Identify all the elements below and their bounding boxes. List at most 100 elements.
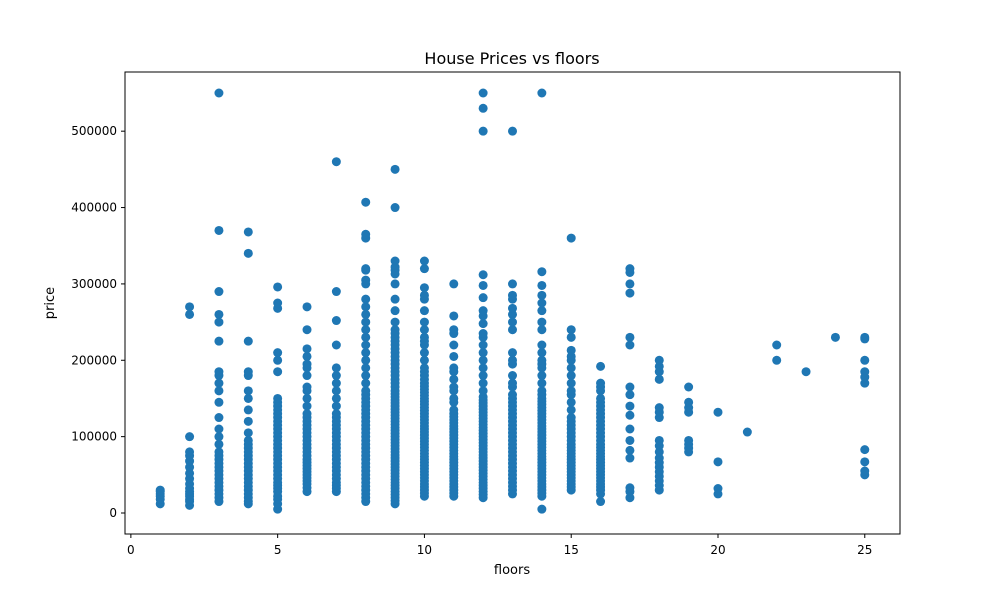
scatter-point: [625, 424, 635, 434]
scatter-point: [361, 332, 371, 342]
scatter-point: [625, 445, 635, 455]
scatter-points: [155, 88, 870, 514]
scatter-point: [302, 344, 312, 354]
scatter-point: [419, 306, 429, 316]
scatter-point: [566, 233, 576, 243]
scatter-point: [625, 483, 635, 493]
scatter-point: [243, 435, 253, 445]
scatter-point: [331, 157, 341, 167]
scatter-point: [331, 371, 341, 381]
scatter-point: [243, 367, 253, 377]
scatter-point: [478, 270, 488, 280]
scatter-point: [478, 386, 488, 396]
scatter-point: [449, 340, 459, 350]
y-tick-label: 400000: [71, 201, 117, 215]
scatter-point: [537, 386, 547, 396]
scatter-point: [449, 393, 459, 403]
scatter-point: [860, 367, 870, 377]
scatter-point: [419, 256, 429, 266]
scatter-point: [625, 340, 635, 350]
x-tick-label: 0: [127, 543, 135, 557]
scatter-point: [273, 282, 283, 292]
scatter-point: [273, 355, 283, 365]
scatter-point: [860, 355, 870, 365]
scatter-point: [419, 332, 429, 342]
scatter-point: [449, 325, 459, 335]
scatter-point: [537, 348, 547, 358]
scatter-point: [390, 294, 400, 304]
y-axis-label: price: [43, 287, 58, 319]
scatter-point: [508, 355, 517, 365]
scatter-point: [684, 435, 694, 445]
scatter-point: [214, 439, 224, 449]
y-tick-label: 0: [109, 506, 117, 520]
scatter-point: [331, 409, 341, 419]
scatter-point: [361, 355, 371, 365]
scatter-point: [214, 447, 224, 457]
scatter-point: [214, 432, 224, 442]
scatter-point: [713, 407, 723, 417]
scatter-point: [243, 405, 253, 415]
scatter-point: [860, 332, 870, 342]
scatter-point: [537, 306, 547, 316]
scatter-point: [361, 229, 371, 239]
scatter-point: [566, 363, 576, 373]
scatter-point: [478, 103, 488, 113]
scatter-point: [361, 371, 371, 381]
scatter-point: [684, 382, 694, 392]
scatter-point: [654, 403, 664, 413]
scatter-point: [860, 466, 870, 476]
y-tick-label: 300000: [71, 277, 117, 291]
scatter-point: [478, 348, 488, 358]
scatter-point: [566, 345, 576, 355]
scatter-point: [302, 302, 312, 312]
y-axis-ticks: 0 100000 200000 300000 400000 500000: [71, 124, 125, 520]
scatter-point: [566, 386, 576, 396]
scatter-point: [596, 378, 606, 388]
scatter-point: [185, 447, 195, 457]
scatter-point: [478, 363, 488, 373]
scatter-point: [684, 397, 694, 407]
scatter-point: [566, 405, 576, 415]
scatter-point: [214, 367, 224, 377]
scatter-point: [361, 378, 371, 388]
scatter-point: [214, 287, 224, 297]
scatter-point: [361, 309, 371, 319]
scatter-point: [361, 363, 371, 373]
scatter-point: [419, 290, 429, 300]
scatter-point: [537, 325, 547, 335]
scatter-point: [302, 382, 312, 392]
scatter-point: [508, 279, 517, 289]
scatter-point: [390, 279, 400, 289]
scatter-point: [625, 410, 635, 420]
scatter-point: [331, 287, 341, 297]
scatter-point: [449, 382, 459, 392]
scatter-point: [419, 355, 429, 365]
scatter-point: [361, 386, 371, 396]
scatter-point: [566, 413, 576, 423]
scatter-point: [390, 256, 400, 266]
scatter-point: [390, 164, 400, 174]
scatter-point: [625, 279, 635, 289]
scatter-point: [302, 351, 312, 361]
scatter-point: [654, 435, 664, 445]
y-tick-label: 500000: [71, 124, 117, 138]
scatter-point: [331, 378, 341, 388]
scatter-point: [331, 363, 341, 373]
scatter-point: [243, 393, 253, 403]
scatter-point: [214, 413, 224, 423]
scatter-point: [801, 367, 811, 377]
scatter-point: [214, 336, 224, 346]
scatter-point: [419, 283, 429, 293]
scatter-point: [508, 390, 517, 400]
scatter-point: [419, 363, 429, 373]
scatter-point: [625, 401, 635, 411]
scatter-point: [302, 393, 312, 403]
scatter-point: [742, 427, 752, 437]
scatter-point: [537, 298, 547, 308]
y-tick-label: 200000: [71, 353, 117, 367]
scatter-point: [625, 264, 635, 274]
scatter-point: [361, 340, 371, 350]
